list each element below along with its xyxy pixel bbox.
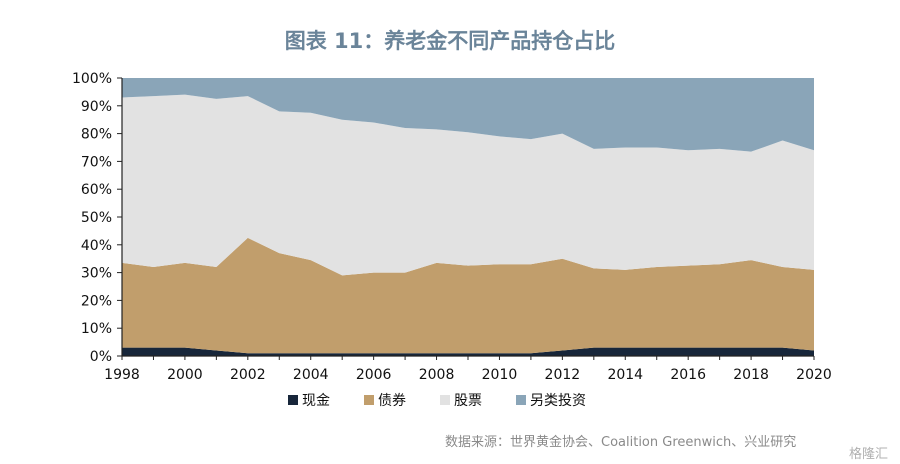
x-tick-label: 2006	[356, 367, 392, 383]
y-tick-label: 100%	[72, 71, 112, 87]
y-tick-label: 60%	[81, 182, 112, 198]
x-tick-label: 2008	[419, 367, 455, 383]
y-tick-label: 50%	[81, 210, 112, 226]
x-tick-label: 1998	[104, 367, 140, 383]
legend-label-2: 股票	[454, 393, 482, 409]
source-note: 数据来源：世界黄金协会、Coalition Greenwich、兴业研究	[445, 434, 796, 450]
area-series-3	[122, 78, 814, 152]
y-tick-label: 80%	[81, 127, 112, 143]
area-series-2	[122, 94, 814, 276]
y-tick-label: 90%	[81, 99, 112, 115]
x-tick-label: 2000	[167, 367, 203, 383]
y-tick-label: 30%	[81, 266, 112, 282]
legend-label-0: 现金	[302, 393, 330, 409]
x-tick-label: 2018	[733, 367, 769, 383]
axes: 0% 10% 20% 30% 40% 50% 60% 70% 80% 90% 100% 1998 200…	[72, 71, 832, 383]
legend-swatch-1	[364, 395, 374, 405]
y-tick-label: 40%	[81, 238, 112, 254]
legend-label-3: 另类投资	[530, 393, 586, 409]
area-layer	[122, 78, 814, 356]
x-tick-label: 2004	[293, 367, 329, 383]
legend: 现金 债券 股票 另类投资	[288, 393, 586, 409]
legend-swatch-2	[440, 395, 450, 405]
x-tick-label: 2014	[607, 367, 643, 383]
legend-label-1: 债券	[378, 393, 406, 409]
x-tick-label: 2002	[230, 367, 266, 383]
x-tick-label: 2020	[796, 367, 832, 383]
area-series-1	[122, 237, 814, 354]
legend-swatch-0	[288, 395, 298, 405]
watermark-label: 格隆汇	[849, 446, 888, 462]
x-tick-label: 2012	[545, 367, 581, 383]
chart-title: 图表 11：养老金不同产品持仓占比	[285, 29, 616, 53]
x-tick-label: 2016	[670, 367, 706, 383]
y-tick-label: 10%	[81, 321, 112, 337]
x-tick-label: 2010	[482, 367, 518, 383]
y-tick-label: 0%	[90, 349, 112, 365]
area-series-0	[122, 347, 814, 356]
y-tick-label: 20%	[81, 293, 112, 309]
legend-swatch-3	[516, 395, 526, 405]
y-tick-label: 70%	[81, 154, 112, 170]
